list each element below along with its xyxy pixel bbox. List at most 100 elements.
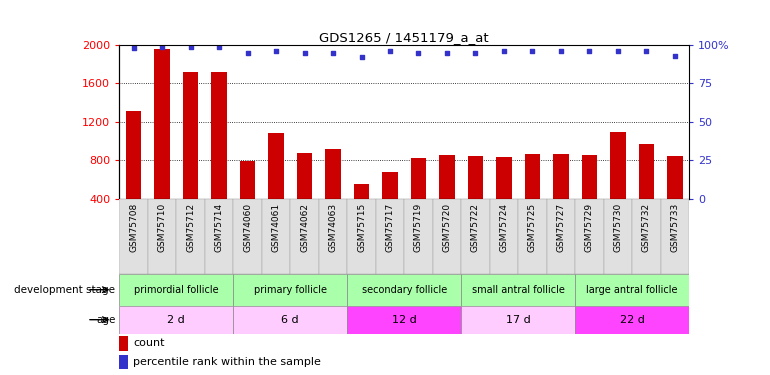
Text: GSM75730: GSM75730: [614, 202, 622, 252]
Bar: [461, 274, 575, 306]
Bar: [547, 199, 575, 274]
Bar: [176, 199, 205, 274]
Text: large antral follicle: large antral follicle: [587, 285, 678, 295]
Title: GDS1265 / 1451179_a_at: GDS1265 / 1451179_a_at: [320, 31, 489, 44]
Bar: [296, 153, 313, 199]
Bar: [119, 336, 128, 351]
Bar: [268, 134, 284, 199]
Text: GSM75708: GSM75708: [129, 202, 138, 252]
Text: GSM75715: GSM75715: [357, 202, 366, 252]
Bar: [262, 199, 290, 274]
Point: [440, 50, 453, 56]
Bar: [119, 274, 233, 306]
Bar: [467, 156, 484, 199]
Text: percentile rank within the sample: percentile rank within the sample: [133, 357, 321, 367]
Bar: [439, 154, 455, 199]
Text: GSM75732: GSM75732: [642, 202, 651, 252]
Text: primary follicle: primary follicle: [254, 285, 326, 295]
Point: [213, 44, 225, 50]
Bar: [667, 156, 683, 199]
Bar: [239, 161, 256, 199]
Point: [298, 50, 310, 56]
Bar: [205, 199, 233, 274]
Bar: [376, 199, 404, 274]
Text: GSM74062: GSM74062: [300, 202, 309, 252]
Point: [383, 48, 396, 54]
Point: [611, 48, 624, 54]
Bar: [148, 199, 176, 274]
Bar: [119, 199, 148, 274]
Text: GSM75710: GSM75710: [158, 202, 166, 252]
Text: GSM74060: GSM74060: [243, 202, 252, 252]
Point: [498, 48, 511, 54]
Point: [668, 53, 681, 59]
Text: GSM75720: GSM75720: [443, 202, 451, 252]
Bar: [661, 199, 689, 274]
Bar: [433, 199, 461, 274]
Bar: [353, 184, 370, 199]
Text: count: count: [133, 339, 165, 348]
Text: 2 d: 2 d: [167, 315, 186, 325]
Point: [470, 50, 482, 56]
Point: [326, 50, 339, 56]
Point: [355, 54, 368, 60]
Point: [185, 44, 197, 50]
Bar: [119, 355, 128, 369]
Bar: [182, 72, 199, 199]
Bar: [382, 172, 398, 199]
Bar: [347, 199, 376, 274]
Text: GSM75717: GSM75717: [386, 202, 394, 252]
Bar: [496, 158, 512, 199]
Bar: [518, 199, 547, 274]
Bar: [233, 306, 347, 334]
Bar: [290, 199, 319, 274]
Text: 17 d: 17 d: [506, 315, 531, 325]
Text: secondary follicle: secondary follicle: [362, 285, 447, 295]
Bar: [325, 149, 341, 199]
Bar: [604, 199, 632, 274]
Bar: [347, 306, 461, 334]
Text: 22 d: 22 d: [620, 315, 644, 325]
Bar: [632, 199, 661, 274]
Point: [270, 48, 282, 54]
Bar: [347, 274, 461, 306]
Text: GSM74063: GSM74063: [329, 202, 337, 252]
Point: [413, 50, 425, 56]
Bar: [575, 274, 689, 306]
Bar: [233, 274, 347, 306]
Text: GSM75719: GSM75719: [414, 202, 423, 252]
Bar: [490, 199, 518, 274]
Text: GSM75724: GSM75724: [500, 202, 508, 252]
Bar: [233, 199, 262, 274]
Text: development stage: development stage: [15, 285, 116, 295]
Point: [156, 44, 169, 50]
Point: [584, 48, 596, 54]
Bar: [119, 306, 233, 334]
Text: GSM75727: GSM75727: [557, 202, 565, 252]
Bar: [638, 144, 654, 199]
Point: [554, 48, 567, 54]
Point: [640, 48, 652, 54]
Bar: [126, 111, 142, 199]
Bar: [461, 199, 490, 274]
Text: GSM75722: GSM75722: [471, 202, 480, 252]
Text: age: age: [96, 315, 116, 325]
Point: [526, 48, 538, 54]
Bar: [211, 72, 227, 199]
Text: 12 d: 12 d: [392, 315, 417, 325]
Bar: [610, 132, 626, 199]
Text: small antral follicle: small antral follicle: [472, 285, 564, 295]
Bar: [575, 306, 689, 334]
Text: GSM75725: GSM75725: [528, 202, 537, 252]
Point: [242, 50, 254, 56]
Text: GSM75714: GSM75714: [215, 202, 223, 252]
Text: primordial follicle: primordial follicle: [134, 285, 219, 295]
Text: GSM75733: GSM75733: [671, 202, 679, 252]
Bar: [581, 154, 598, 199]
Bar: [553, 154, 569, 199]
Text: GSM75712: GSM75712: [186, 202, 195, 252]
Bar: [404, 199, 433, 274]
Text: GSM74061: GSM74061: [272, 202, 280, 252]
Text: 6 d: 6 d: [282, 315, 299, 325]
Point: [127, 45, 140, 51]
